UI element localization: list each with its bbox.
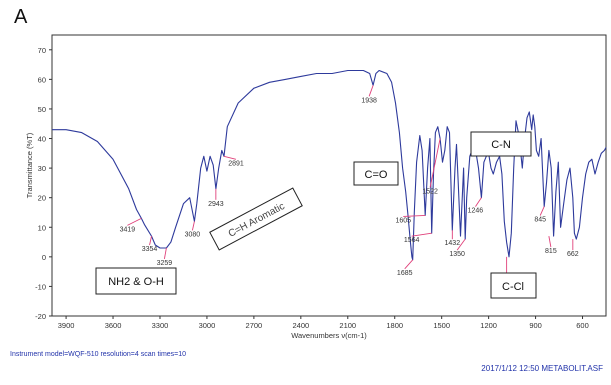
annotation-c-cl: C-Cl bbox=[490, 272, 537, 299]
peak-leader-line bbox=[403, 214, 426, 217]
annotation-nh2-oh: NH2 & O-H bbox=[95, 267, 177, 295]
peak-label: 1522 bbox=[422, 189, 438, 196]
peak-label: 815 bbox=[545, 248, 557, 255]
peak-label: 1605 bbox=[395, 217, 411, 224]
annotation-ch-aromatic-box bbox=[209, 187, 303, 251]
peak-leader-line bbox=[404, 259, 414, 270]
peak-label: 3080 bbox=[185, 231, 201, 238]
x-tick-label: 1200 bbox=[480, 321, 497, 330]
peak-label: 1246 bbox=[468, 208, 484, 215]
annotation-c-n: C-N bbox=[470, 131, 532, 157]
peak-label: 1432 bbox=[445, 240, 461, 247]
x-tick-label: 900 bbox=[529, 321, 542, 330]
annotation-c-n-text: C-N bbox=[491, 139, 511, 151]
annotation-c-cl-box bbox=[490, 272, 537, 299]
instrument-info: Instrument model=WQF-510 resolution=4 sc… bbox=[10, 351, 187, 358]
annotation-c-o-text: C=O bbox=[365, 169, 388, 181]
annotation-c-o-box bbox=[353, 161, 399, 186]
peak-leader-line bbox=[548, 236, 552, 248]
peak-leader-line bbox=[411, 232, 432, 237]
y-tick-label: 0 bbox=[42, 253, 46, 262]
peak-leader-line bbox=[475, 197, 482, 207]
annotation-c-cl-text: C-Cl bbox=[502, 281, 524, 293]
file-timestamp: 2017/1/12 12:50 METABOLIT.ASF bbox=[481, 364, 603, 373]
peak-leader-line bbox=[127, 217, 142, 226]
y-tick-label: 50 bbox=[38, 105, 46, 114]
x-tick-label: 3000 bbox=[199, 321, 216, 330]
peak-label: 3259 bbox=[157, 260, 173, 267]
peak-leader-line bbox=[456, 238, 466, 251]
panel-label: A bbox=[14, 6, 28, 28]
peak-label: 1564 bbox=[404, 237, 420, 244]
peak-label: 3419 bbox=[120, 226, 136, 233]
peak-leader-line bbox=[539, 206, 545, 216]
peak-leader-line bbox=[429, 138, 441, 188]
y-tick-label: 70 bbox=[38, 46, 46, 55]
x-tick-label: 2400 bbox=[292, 321, 309, 330]
y-tick-label: -10 bbox=[35, 282, 46, 291]
peak-leader-line bbox=[368, 85, 374, 97]
peak-label: 1685 bbox=[397, 270, 413, 277]
y-tick-label: 30 bbox=[38, 164, 46, 173]
annotation-c-o: C=O bbox=[353, 161, 399, 186]
x-tick-label: 3300 bbox=[152, 321, 169, 330]
peak-label: 845 bbox=[534, 217, 546, 224]
annotation-nh2-oh-box bbox=[95, 267, 177, 295]
x-tick-label: 600 bbox=[576, 321, 589, 330]
y-axis-label: Transmittance (%T) bbox=[25, 132, 34, 198]
spectrum-line bbox=[52, 69, 607, 261]
annotation-c-n-box bbox=[470, 131, 532, 157]
peak-label: 2943 bbox=[208, 201, 224, 208]
series-layer bbox=[52, 69, 607, 261]
y-tick-label: 60 bbox=[38, 75, 46, 84]
peak-label: 662 bbox=[567, 251, 579, 258]
peak-labels: 3419 3354 3259 3080 2943 2891 1938 1685 1605 1564… bbox=[120, 85, 579, 282]
peak-leader-line bbox=[163, 247, 167, 260]
axes: -20 -10 0 10 20 30 40 50 60 70 3900 3600 3300 3000 270… bbox=[25, 46, 589, 340]
x-axis-label: Wavenumbers ν(cm-1) bbox=[291, 331, 367, 340]
x-tick-label: 2100 bbox=[339, 321, 356, 330]
x-tick-label: 3600 bbox=[105, 321, 122, 330]
peak-label: 2891 bbox=[228, 160, 244, 167]
peak-label: 1938 bbox=[361, 97, 377, 104]
peak-leader-line bbox=[223, 155, 237, 160]
peak-label: 1350 bbox=[449, 251, 465, 258]
x-tick-label: 2700 bbox=[246, 321, 263, 330]
peak-label: 3354 bbox=[142, 246, 158, 253]
x-tick-label: 1500 bbox=[433, 321, 450, 330]
x-tick-label: 3900 bbox=[58, 321, 75, 330]
y-tick-label: 40 bbox=[38, 135, 46, 144]
annotation-nh2-oh-text: NH2 & O-H bbox=[108, 276, 164, 288]
x-tick-label: 1800 bbox=[386, 321, 403, 330]
y-tick-label: 20 bbox=[38, 194, 46, 203]
peak-leader-line bbox=[149, 236, 152, 246]
peak-leader-line bbox=[191, 221, 195, 231]
y-tick-label: -20 bbox=[35, 312, 46, 321]
y-tick-label: 10 bbox=[38, 223, 46, 232]
